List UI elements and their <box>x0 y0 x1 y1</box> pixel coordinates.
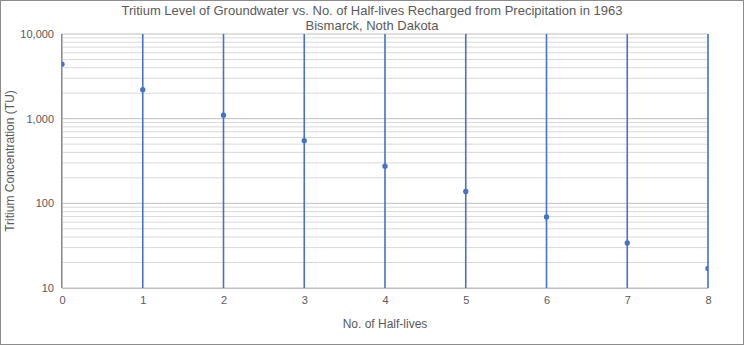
tick: 10,000 <box>20 28 62 40</box>
tick: 1,000 <box>26 113 62 125</box>
y-axis: 10 100 1,000 10,000 <box>20 28 62 294</box>
grid-line <box>465 34 467 288</box>
tick: 5 <box>463 288 469 306</box>
point <box>463 189 468 194</box>
tick: 1 <box>140 288 146 306</box>
tick-label: 1 <box>140 294 146 306</box>
y-axis-title: Tritium Concentration (TU) <box>3 90 17 232</box>
point <box>705 266 708 271</box>
tick-label: 6 <box>544 294 550 306</box>
point <box>382 163 387 168</box>
grid-line <box>626 34 628 288</box>
tick-label: 8 <box>705 294 711 306</box>
grid-line <box>223 34 225 288</box>
plot-area: 10 100 1,000 10,000 0 1 2 3 4 5 6 7 8 <box>20 28 711 306</box>
x-axis-title: No. of Half-lives <box>343 317 428 331</box>
tick: 6 <box>544 288 550 306</box>
tick: 3 <box>302 288 308 306</box>
tick-label: 0 <box>59 294 65 306</box>
tick: 7 <box>625 288 631 306</box>
tick-label: 7 <box>625 294 631 306</box>
tick: 10 <box>42 282 62 294</box>
grid-line <box>142 34 144 288</box>
axis-line <box>62 35 63 289</box>
point <box>544 214 549 219</box>
tick-label: 1,000 <box>26 113 54 125</box>
tick-label: 2 <box>221 294 227 306</box>
x-axis: 0 1 2 3 4 5 6 7 8 <box>59 288 711 306</box>
chart: 10 100 1,000 10,000 0 1 2 3 4 5 6 7 8 Tritium Level o… <box>0 0 744 345</box>
tick: 4 <box>382 288 388 306</box>
point <box>221 113 226 118</box>
grid-line <box>707 34 709 288</box>
tick-label: 5 <box>463 294 469 306</box>
tick: 8 <box>705 288 711 306</box>
points <box>62 62 708 272</box>
point <box>302 138 307 143</box>
subtitle: Bismarck, Noth Dakota <box>306 18 440 33</box>
tick-label: 4 <box>382 294 388 306</box>
tick: 2 <box>221 288 227 306</box>
grid-line <box>384 34 386 288</box>
axis-line <box>63 288 709 289</box>
point <box>625 240 630 245</box>
tick: 100 <box>36 197 62 209</box>
tick-label: 3 <box>302 294 308 306</box>
grid-line <box>546 34 548 288</box>
point <box>140 87 145 92</box>
grid-line <box>303 34 305 288</box>
title: Tritium Level of Groundwater vs. No. of … <box>122 3 623 18</box>
tick: 0 <box>59 288 65 306</box>
tick-label: 10,000 <box>20 28 54 40</box>
point <box>62 62 65 67</box>
chart-border <box>1 1 744 345</box>
grid-line <box>61 34 63 288</box>
grid <box>62 34 708 288</box>
tick-label: 100 <box>36 197 54 209</box>
tick-label: 10 <box>42 282 54 294</box>
